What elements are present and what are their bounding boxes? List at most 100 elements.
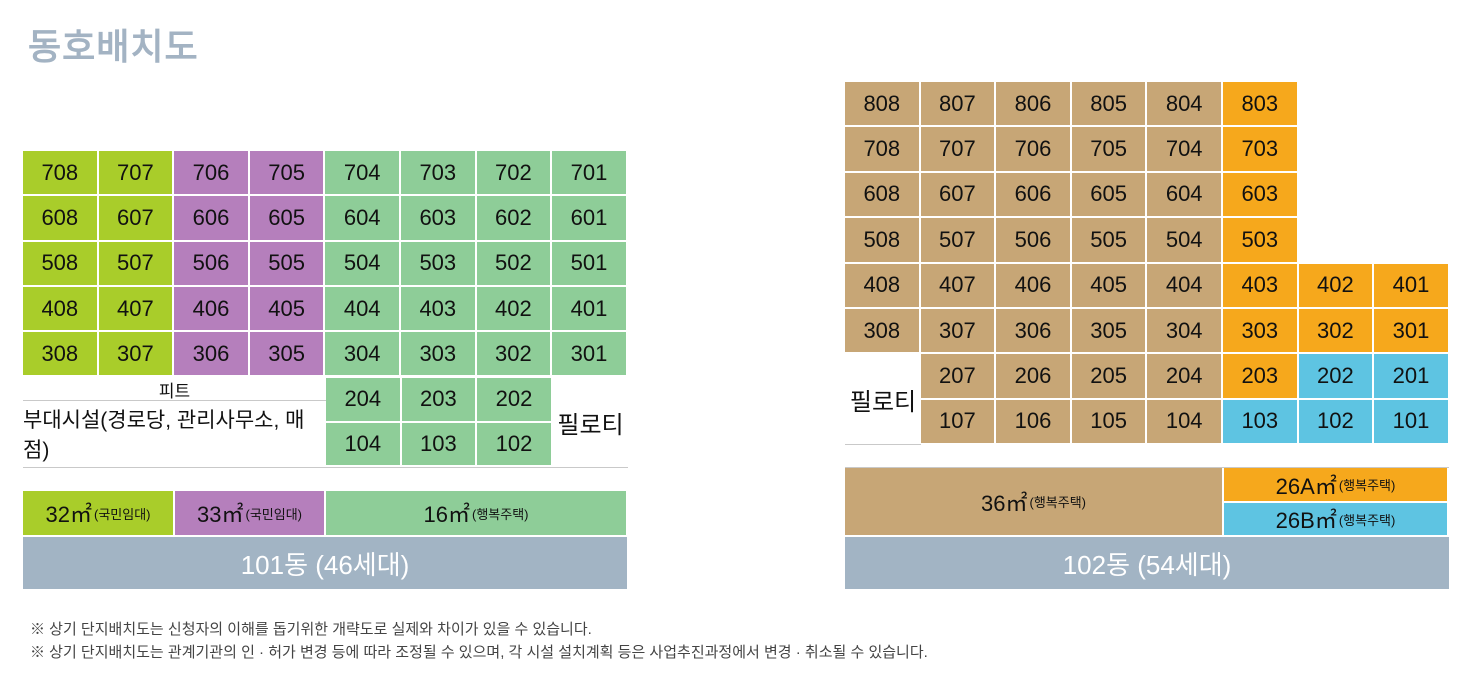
unit-cell-102-803: 803 <box>1223 82 1299 128</box>
unit-cell-102-404: 404 <box>1147 263 1223 309</box>
unit-cell-102-106: 106 <box>996 399 1072 446</box>
unit-cell-102-505: 505 <box>1071 218 1148 264</box>
unit-cell-102-401: 401 <box>1374 263 1450 309</box>
unit-cell-102-406: 406 <box>996 263 1072 309</box>
note-line: ※ 상기 단지배치도는 관계기관의 인 · 허가 변경 등에 따라 조정될 수 … <box>30 644 928 661</box>
pit-label: 피트 <box>23 378 326 401</box>
unit-cell-102-405: 405 <box>1071 263 1148 309</box>
legend-size: 32㎡ <box>45 502 92 527</box>
unit-cell-102-407: 407 <box>920 263 997 309</box>
unit-cell-102-506: 506 <box>996 218 1072 264</box>
unit-cell-102-604: 604 <box>1147 172 1223 219</box>
unit-cell-102-606: 606 <box>996 172 1072 219</box>
unit-cell-102-608: 608 <box>845 172 921 219</box>
unit-cell-102-806: 806 <box>996 82 1072 128</box>
legend-size: 33㎡ <box>197 502 244 527</box>
unit-cell-101-601: 601 <box>552 196 628 242</box>
unit-cell-101-503: 503 <box>401 241 477 287</box>
unit-cell-102-805: 805 <box>1071 82 1148 128</box>
legend-size: 16㎡ <box>423 502 470 527</box>
legend-note: (국민임대) <box>93 506 151 522</box>
divider-line <box>845 444 921 445</box>
unit-cell-101-202: 202 <box>477 378 553 423</box>
unit-cell-101-603: 603 <box>401 196 477 242</box>
unit-cell-102-301: 301 <box>1374 309 1450 355</box>
legend-note: (행복주택) <box>1029 495 1086 510</box>
unit-cell-101-505: 505 <box>249 241 326 287</box>
unit-cell-102-508: 508 <box>845 218 921 264</box>
unit-cell-101-306: 306 <box>174 332 250 378</box>
unit-cell-101-708: 708 <box>23 151 99 197</box>
unit-cell-102-202: 202 <box>1298 354 1375 400</box>
unit-cell-102-302: 302 <box>1298 309 1375 355</box>
unit-cell-101-507: 507 <box>98 241 175 287</box>
unit-cell-102-807: 807 <box>920 82 997 128</box>
unit-cell-102-201: 201 <box>1374 354 1450 400</box>
unit-cell-101-705: 705 <box>249 151 326 197</box>
unit-cell-101-406: 406 <box>174 286 250 333</box>
legend-32: 32㎡ (국민임대) <box>23 491 175 537</box>
unit-cell-101-608: 608 <box>23 196 99 242</box>
unit-cell-102-507: 507 <box>920 218 997 264</box>
unit-cell-101-102: 102 <box>477 422 553 467</box>
unit-cell-101-508: 508 <box>23 241 99 287</box>
unit-cell-101-605: 605 <box>249 196 326 242</box>
divider-line <box>23 467 628 468</box>
unit-cell-102-704: 704 <box>1147 127 1223 173</box>
unit-cell-101-404: 404 <box>325 286 401 333</box>
unit-cell-102-205: 205 <box>1071 354 1148 400</box>
unit-cell-101-706: 706 <box>174 151 250 197</box>
unit-cell-101-606: 606 <box>174 196 250 242</box>
legend-size: 26B㎡ <box>1275 508 1337 533</box>
unit-cell-101-403: 403 <box>401 286 477 333</box>
unit-cell-101-407: 407 <box>98 286 175 333</box>
unit-cell-101-204: 204 <box>326 378 402 423</box>
unit-cell-101-702: 702 <box>476 151 553 197</box>
piloti-label-102: 필로티 <box>845 355 921 444</box>
unit-cell-102-408: 408 <box>845 263 921 309</box>
unit-cell-101-707: 707 <box>98 151 175 197</box>
unit-cell-102-305: 305 <box>1071 309 1148 355</box>
facility-label: 부대시설(경로당, 관리사무소, 매점) <box>23 401 326 467</box>
unit-cell-102-203: 203 <box>1223 354 1299 400</box>
unit-cell-102-307: 307 <box>920 309 997 355</box>
unit-cell-101-103: 103 <box>401 422 478 467</box>
unit-cell-101-301: 301 <box>552 332 628 378</box>
unit-cell-102-703: 703 <box>1223 127 1299 173</box>
unit-cell-102-706: 706 <box>996 127 1072 173</box>
unit-cell-102-503: 503 <box>1223 218 1299 264</box>
legend-note: (행복주택) <box>471 506 529 522</box>
legend-note: (행복주택) <box>1338 478 1396 493</box>
unit-cell-101-703: 703 <box>401 151 477 197</box>
unit-cell-101-408: 408 <box>23 286 99 333</box>
legend-26b: 26B㎡ (행복주택) <box>1224 503 1449 537</box>
legend-size: 36㎡ <box>981 490 1028 516</box>
unit-cell-102-303: 303 <box>1223 309 1299 355</box>
unit-cell-101-303: 303 <box>401 332 477 378</box>
building-102-label: 102동 (54세대) <box>845 537 1449 589</box>
legend-note: (국민임대) <box>245 506 302 522</box>
unit-cell-101-305: 305 <box>249 332 326 378</box>
legend-size: 26A㎡ <box>1275 473 1337 499</box>
unit-cell-102-102: 102 <box>1298 399 1375 446</box>
unit-cell-102-607: 607 <box>920 172 997 219</box>
unit-cell-102-101: 101 <box>1374 399 1450 446</box>
page-title: 동호배치도 <box>28 26 199 67</box>
unit-cell-101-302: 302 <box>476 332 553 378</box>
unit-cell-102-403: 403 <box>1223 263 1299 309</box>
unit-cell-101-504: 504 <box>325 241 401 287</box>
unit-cell-101-604: 604 <box>325 196 401 242</box>
unit-cell-101-405: 405 <box>249 286 326 333</box>
building-101-label: 101동 (46세대) <box>23 537 627 589</box>
unit-cell-101-602: 602 <box>476 196 553 242</box>
legend-33: 33㎡ (국민임대) <box>175 491 326 537</box>
unit-cell-102-207: 207 <box>920 354 997 400</box>
unit-cell-102-707: 707 <box>920 127 997 173</box>
divider-line <box>23 400 326 401</box>
unit-cell-102-808: 808 <box>845 82 921 128</box>
unit-cell-102-708: 708 <box>845 127 921 173</box>
unit-cell-101-307: 307 <box>98 332 175 378</box>
piloti-label-101: 필로티 <box>553 378 628 467</box>
unit-cell-102-304: 304 <box>1147 309 1223 355</box>
unit-cell-101-607: 607 <box>98 196 175 242</box>
